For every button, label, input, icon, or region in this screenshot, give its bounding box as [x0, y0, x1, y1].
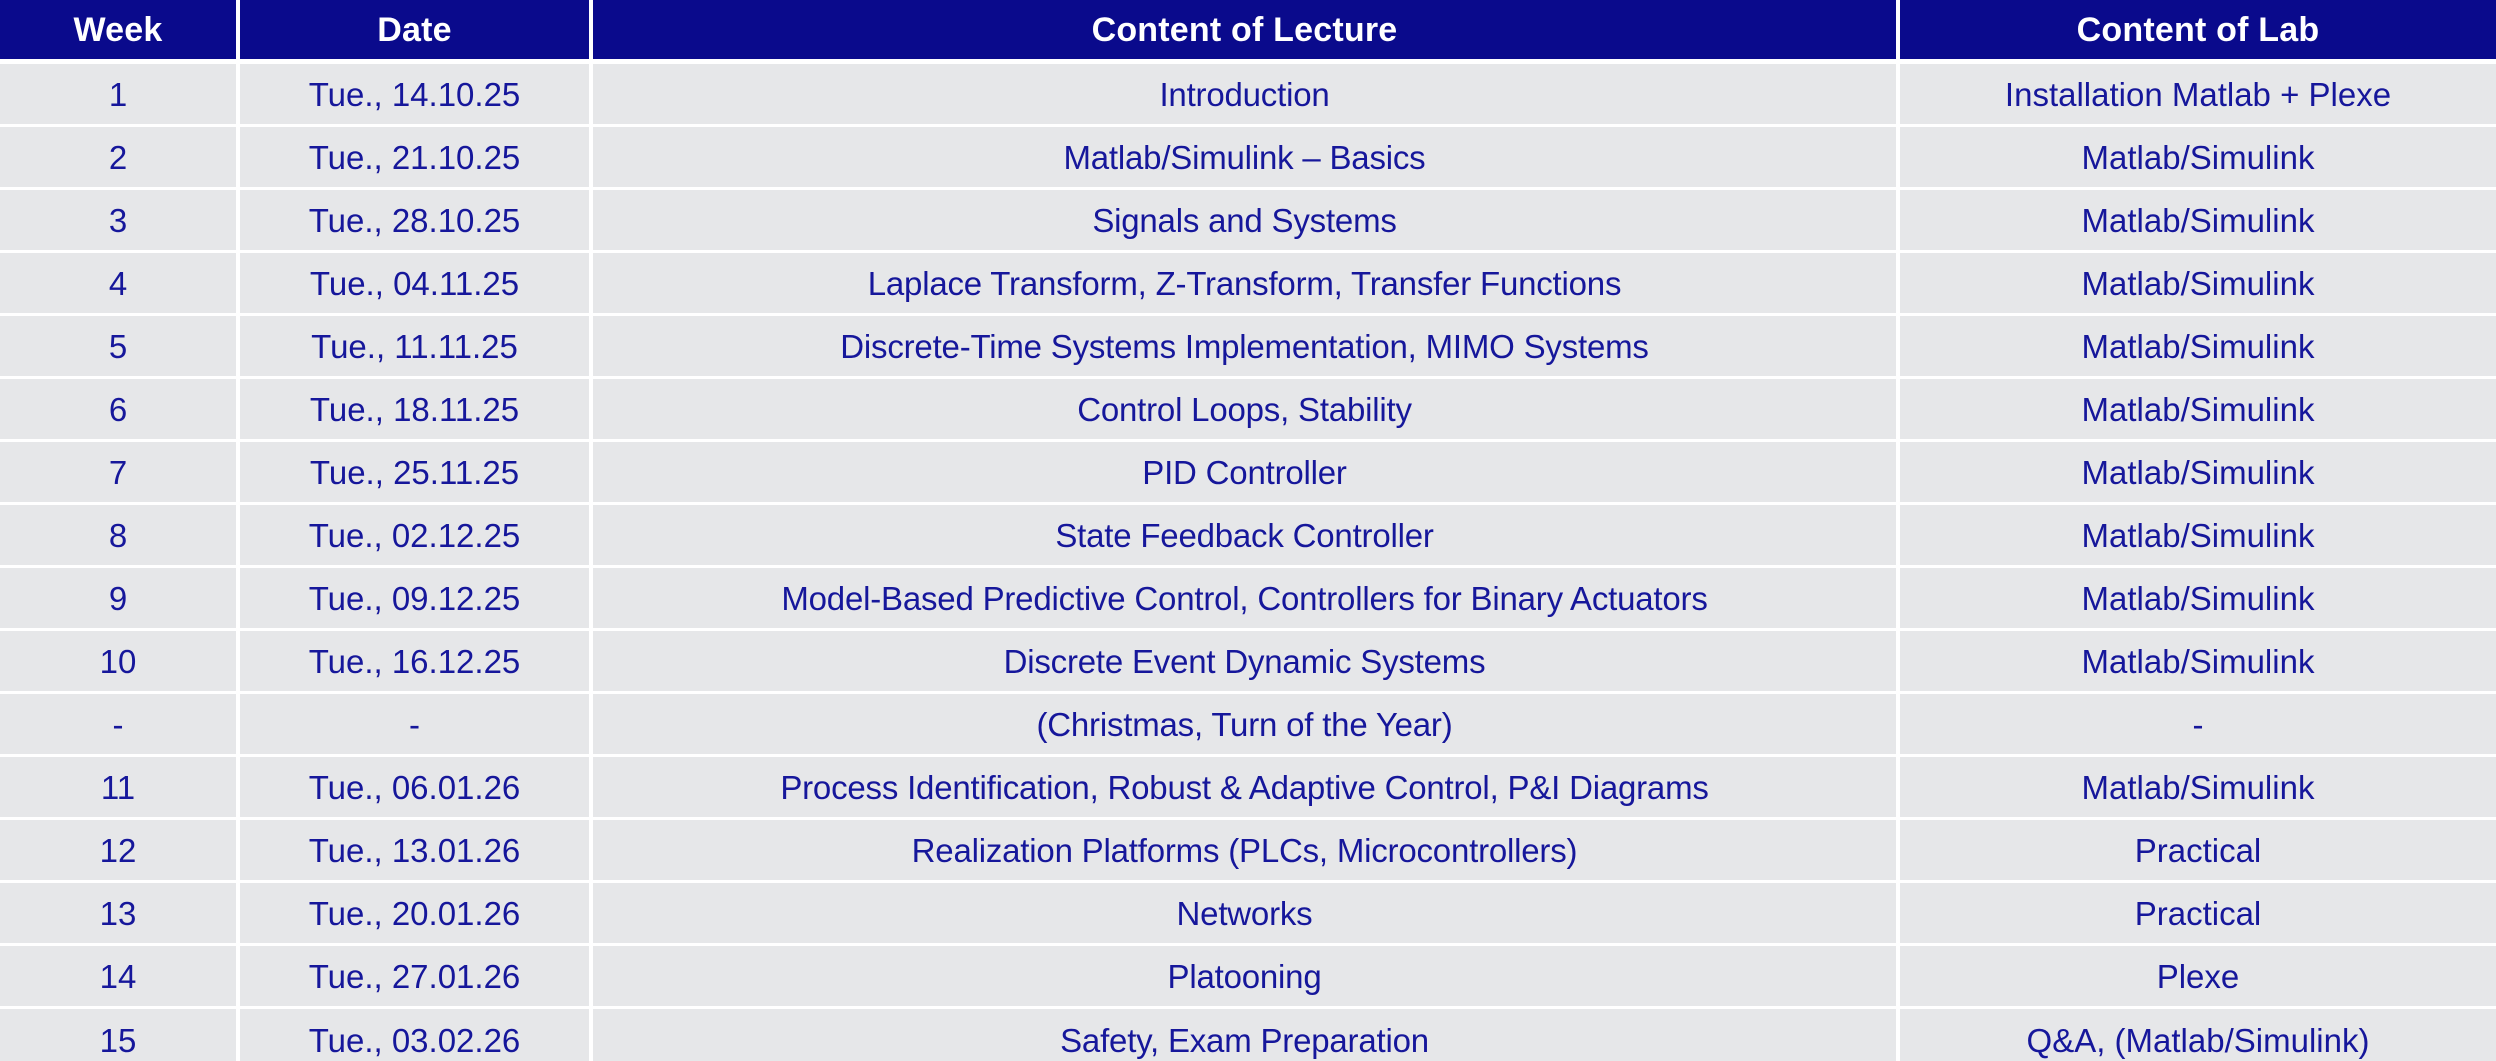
cell-date: Tue., 18.11.25: [240, 379, 593, 442]
table-row: - - (Christmas, Turn of the Year) -: [0, 694, 2496, 757]
cell-date: Tue., 20.01.26: [240, 883, 593, 946]
cell-lecture: Process Identification, Robust & Adaptiv…: [593, 757, 1900, 820]
column-header-content-of-lab: Content of Lab: [1900, 0, 2496, 59]
cell-date: Tue., 11.11.25: [240, 316, 593, 379]
cell-date: Tue., 13.01.26: [240, 820, 593, 883]
cell-week: 1: [0, 64, 240, 127]
cell-lecture: Introduction: [593, 64, 1900, 127]
cell-week: 8: [0, 505, 240, 568]
cell-week: 10: [0, 631, 240, 694]
cell-date: Tue., 21.10.25: [240, 127, 593, 190]
cell-date: Tue., 03.02.26: [240, 1009, 593, 1061]
cell-lecture: Realization Platforms (PLCs, Microcontro…: [593, 820, 1900, 883]
cell-week: 2: [0, 127, 240, 190]
cell-date: -: [240, 694, 593, 757]
table-row: 6 Tue., 18.11.25 Control Loops, Stability M…: [0, 379, 2496, 442]
cell-date: Tue., 28.10.25: [240, 190, 593, 253]
table-row: 15 Tue., 03.02.26 Safety, Exam Preparation…: [0, 1009, 2496, 1061]
cell-lab: Matlab/Simulink: [1900, 631, 2496, 694]
cell-lab: Matlab/Simulink: [1900, 379, 2496, 442]
cell-lab: Matlab/Simulink: [1900, 505, 2496, 568]
table-row: 1 Tue., 14.10.25 Introduction Installation …: [0, 64, 2496, 127]
cell-lab: Matlab/Simulink: [1900, 568, 2496, 631]
column-header-content-of-lecture: Content of Lecture: [593, 0, 1900, 59]
cell-lecture: Networks: [593, 883, 1900, 946]
cell-week: 12: [0, 820, 240, 883]
cell-week: 11: [0, 757, 240, 820]
table-row: 7 Tue., 25.11.25 PID Controller Matlab/Simu…: [0, 442, 2496, 505]
cell-lab: Plexe: [1900, 946, 2496, 1009]
table-row: 4 Tue., 04.11.25 Laplace Transform, Z-Tran…: [0, 253, 2496, 316]
cell-lecture: Discrete-Time Systems Implementation, MI…: [593, 316, 1900, 379]
cell-lab: -: [1900, 694, 2496, 757]
cell-lab: Practical: [1900, 883, 2496, 946]
cell-lab: Installation Matlab + Plexe: [1900, 64, 2496, 127]
cell-week: -: [0, 694, 240, 757]
cell-lab: Matlab/Simulink: [1900, 127, 2496, 190]
cell-week: 5: [0, 316, 240, 379]
cell-lab: Matlab/Simulink: [1900, 316, 2496, 379]
cell-lecture: Matlab/Simulink – Basics: [593, 127, 1900, 190]
table-row: 13 Tue., 20.01.26 Networks Practical: [0, 883, 2496, 946]
table-row: 11 Tue., 06.01.26 Process Identification, …: [0, 757, 2496, 820]
cell-week: 14: [0, 946, 240, 1009]
cell-date: Tue., 14.10.25: [240, 64, 593, 127]
cell-date: Tue., 27.01.26: [240, 946, 593, 1009]
header-separator: [0, 59, 2496, 64]
cell-lab: Matlab/Simulink: [1900, 253, 2496, 316]
cell-date: Tue., 16.12.25: [240, 631, 593, 694]
cell-lecture: Control Loops, Stability: [593, 379, 1900, 442]
cell-lecture: PID Controller: [593, 442, 1900, 505]
cell-lecture: Signals and Systems: [593, 190, 1900, 253]
cell-lecture: Discrete Event Dynamic Systems: [593, 631, 1900, 694]
cell-lab: Matlab/Simulink: [1900, 190, 2496, 253]
cell-lab: Q&A, (Matlab/Simulink): [1900, 1009, 2496, 1061]
cell-lecture: State Feedback Controller: [593, 505, 1900, 568]
cell-week: 4: [0, 253, 240, 316]
cell-week: 3: [0, 190, 240, 253]
cell-lab: Matlab/Simulink: [1900, 757, 2496, 820]
cell-lecture: Safety, Exam Preparation: [593, 1009, 1900, 1061]
cell-date: Tue., 06.01.26: [240, 757, 593, 820]
column-header-date: Date: [240, 0, 593, 59]
cell-lab: Matlab/Simulink: [1900, 442, 2496, 505]
cell-date: Tue., 02.12.25: [240, 505, 593, 568]
cell-lab: Practical: [1900, 820, 2496, 883]
cell-date: Tue., 09.12.25: [240, 568, 593, 631]
table-row: 3 Tue., 28.10.25 Signals and Systems Matlab…: [0, 190, 2496, 253]
cell-week: 9: [0, 568, 240, 631]
table-row: 9 Tue., 09.12.25 Model-Based Predictive Co…: [0, 568, 2496, 631]
table-row: 10 Tue., 16.12.25 Discrete Event Dynamic S…: [0, 631, 2496, 694]
table-header-row: Week Date Content of Lecture Content of …: [0, 0, 2496, 59]
cell-week: 6: [0, 379, 240, 442]
cell-week: 15: [0, 1009, 240, 1061]
cell-lecture: Platooning: [593, 946, 1900, 1009]
table-body: 1 Tue., 14.10.25 Introduction Installation …: [0, 64, 2496, 1061]
cell-date: Tue., 04.11.25: [240, 253, 593, 316]
table-row: 14 Tue., 27.01.26 Platooning Plexe: [0, 946, 2496, 1009]
table-row: 5 Tue., 11.11.25 Discrete-Time Systems Imp…: [0, 316, 2496, 379]
cell-lecture: Laplace Transform, Z-Transform, Transfer…: [593, 253, 1900, 316]
column-header-week: Week: [0, 0, 240, 59]
cell-week: 7: [0, 442, 240, 505]
table-row: 12 Tue., 13.01.26 Realization Platforms (P…: [0, 820, 2496, 883]
cell-week: 13: [0, 883, 240, 946]
table-row: 2 Tue., 21.10.25 Matlab/Simulink – Basics M…: [0, 127, 2496, 190]
cell-lecture: (Christmas, Turn of the Year): [593, 694, 1900, 757]
cell-lecture: Model-Based Predictive Control, Controll…: [593, 568, 1900, 631]
cell-date: Tue., 25.11.25: [240, 442, 593, 505]
table-row: 8 Tue., 02.12.25 State Feedback Controller…: [0, 505, 2496, 568]
